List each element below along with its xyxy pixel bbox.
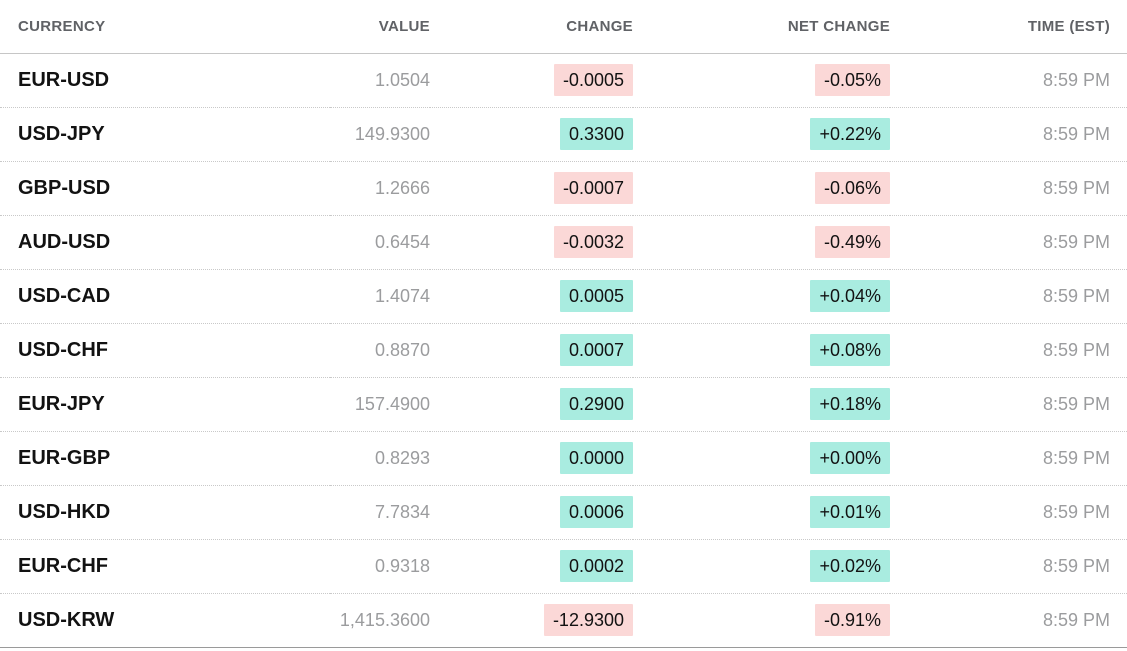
currency-row: USD-JPY 149.9300 0.3300 +0.22% 8:59 PM bbox=[0, 107, 1127, 162]
header-row: CURRENCY VALUE CHANGE NET CHANGE TIME (E… bbox=[0, 0, 1127, 54]
currency-row: EUR-CHF 0.9318 0.0002 +0.02% 8:59 PM bbox=[0, 539, 1127, 594]
currency-row: EUR-USD 1.0504 -0.0005 -0.05% 8:59 PM bbox=[0, 53, 1127, 108]
quote-time: 8:59 PM bbox=[890, 323, 1127, 378]
currency-value: 157.4900 bbox=[330, 377, 430, 432]
net-change-badge: +0.08% bbox=[810, 334, 890, 366]
net-change-badge: -0.06% bbox=[814, 172, 890, 204]
change-cell: 0.2900 bbox=[430, 377, 633, 432]
currency-value: 1.2666 bbox=[330, 161, 430, 216]
currency-value: 149.9300 bbox=[330, 107, 430, 162]
net-change-cell: +0.18% bbox=[633, 377, 890, 432]
currency-pair-ticker[interactable]: EUR-GBP bbox=[0, 431, 330, 486]
net-change-cell: +0.08% bbox=[633, 323, 890, 378]
currency-row: AUD-USD 0.6454 -0.0032 -0.49% 8:59 PM bbox=[0, 215, 1127, 270]
currency-pair-ticker[interactable]: USD-JPY bbox=[0, 107, 330, 162]
net-change-cell: -0.05% bbox=[633, 53, 890, 108]
column-header-value: VALUE bbox=[330, 0, 430, 54]
quote-time: 8:59 PM bbox=[890, 431, 1127, 486]
currency-row: EUR-JPY 157.4900 0.2900 +0.18% 8:59 PM bbox=[0, 377, 1127, 432]
net-change-cell: +0.02% bbox=[633, 539, 890, 594]
change-cell: 0.3300 bbox=[430, 107, 633, 162]
change-cell: -0.0032 bbox=[430, 215, 633, 270]
change-badge: 0.0002 bbox=[559, 550, 633, 582]
net-change-cell: +0.00% bbox=[633, 431, 890, 486]
currency-value: 0.9318 bbox=[330, 539, 430, 594]
net-change-badge: +0.01% bbox=[810, 496, 890, 528]
net-change-cell: -0.06% bbox=[633, 161, 890, 216]
change-cell: 0.0006 bbox=[430, 485, 633, 540]
change-badge: 0.0005 bbox=[559, 280, 633, 312]
table-header: CURRENCY VALUE CHANGE NET CHANGE TIME (E… bbox=[0, 0, 1127, 54]
change-cell: -0.0007 bbox=[430, 161, 633, 216]
change-cell: -12.9300 bbox=[430, 593, 633, 648]
currency-row: GBP-USD 1.2666 -0.0007 -0.06% 8:59 PM bbox=[0, 161, 1127, 216]
quote-time: 8:59 PM bbox=[890, 539, 1127, 594]
change-badge: 0.0007 bbox=[559, 334, 633, 366]
currency-value: 1,415.3600 bbox=[330, 593, 430, 648]
column-header-currency: CURRENCY bbox=[0, 0, 330, 54]
currency-row: EUR-GBP 0.8293 0.0000 +0.00% 8:59 PM bbox=[0, 431, 1127, 486]
currency-pair-ticker[interactable]: GBP-USD bbox=[0, 161, 330, 216]
currency-row: USD-CHF 0.8870 0.0007 +0.08% 8:59 PM bbox=[0, 323, 1127, 378]
net-change-badge: +0.18% bbox=[810, 388, 890, 420]
net-change-badge: +0.00% bbox=[810, 442, 890, 474]
quote-time: 8:59 PM bbox=[890, 107, 1127, 162]
change-badge: -12.9300 bbox=[543, 604, 633, 636]
column-header-change: CHANGE bbox=[430, 0, 633, 54]
net-change-badge: +0.22% bbox=[810, 118, 890, 150]
column-header-net-change: NET CHANGE bbox=[633, 0, 890, 54]
currency-value: 1.0504 bbox=[330, 53, 430, 108]
change-cell: 0.0000 bbox=[430, 431, 633, 486]
change-badge: 0.0000 bbox=[559, 442, 633, 474]
quote-time: 8:59 PM bbox=[890, 377, 1127, 432]
net-change-badge: -0.49% bbox=[814, 226, 890, 258]
currency-value: 0.8293 bbox=[330, 431, 430, 486]
currency-value: 0.8870 bbox=[330, 323, 430, 378]
net-change-badge: +0.04% bbox=[810, 280, 890, 312]
currency-value: 7.7834 bbox=[330, 485, 430, 540]
change-badge: 0.0006 bbox=[559, 496, 633, 528]
quote-time: 8:59 PM bbox=[890, 485, 1127, 540]
currency-pair-ticker[interactable]: EUR-JPY bbox=[0, 377, 330, 432]
net-change-cell: +0.22% bbox=[633, 107, 890, 162]
net-change-cell: +0.04% bbox=[633, 269, 890, 324]
change-cell: 0.0007 bbox=[430, 323, 633, 378]
change-cell: -0.0005 bbox=[430, 53, 633, 108]
quote-time: 8:59 PM bbox=[890, 593, 1127, 648]
currency-row: USD-HKD 7.7834 0.0006 +0.01% 8:59 PM bbox=[0, 485, 1127, 540]
change-badge: -0.0005 bbox=[553, 64, 633, 96]
currency-pair-ticker[interactable]: USD-CHF bbox=[0, 323, 330, 378]
currency-value: 1.4074 bbox=[330, 269, 430, 324]
currency-table-body: EUR-USD 1.0504 -0.0005 -0.05% 8:59 PM US… bbox=[0, 53, 1127, 648]
quote-time: 8:59 PM bbox=[890, 269, 1127, 324]
currency-pair-ticker[interactable]: USD-KRW bbox=[0, 593, 330, 648]
change-cell: 0.0002 bbox=[430, 539, 633, 594]
change-badge: 0.2900 bbox=[559, 388, 633, 420]
quote-time: 8:59 PM bbox=[890, 161, 1127, 216]
currency-pair-ticker[interactable]: USD-CAD bbox=[0, 269, 330, 324]
net-change-badge: +0.02% bbox=[810, 550, 890, 582]
change-cell: 0.0005 bbox=[430, 269, 633, 324]
change-badge: -0.0032 bbox=[553, 226, 633, 258]
quote-time: 8:59 PM bbox=[890, 53, 1127, 108]
change-badge: 0.3300 bbox=[559, 118, 633, 150]
currency-pair-ticker[interactable]: EUR-CHF bbox=[0, 539, 330, 594]
currency-pair-ticker[interactable]: USD-HKD bbox=[0, 485, 330, 540]
currency-value: 0.6454 bbox=[330, 215, 430, 270]
currency-pair-ticker[interactable]: EUR-USD bbox=[0, 53, 330, 108]
currency-row: USD-KRW 1,415.3600 -12.9300 -0.91% 8:59 … bbox=[0, 593, 1127, 648]
net-change-badge: -0.91% bbox=[814, 604, 890, 636]
net-change-cell: -0.91% bbox=[633, 593, 890, 648]
currency-row: USD-CAD 1.4074 0.0005 +0.04% 8:59 PM bbox=[0, 269, 1127, 324]
change-badge: -0.0007 bbox=[553, 172, 633, 204]
net-change-badge: -0.05% bbox=[814, 64, 890, 96]
net-change-cell: -0.49% bbox=[633, 215, 890, 270]
quote-time: 8:59 PM bbox=[890, 215, 1127, 270]
column-header-time-est: TIME (EST) bbox=[890, 0, 1127, 54]
net-change-cell: +0.01% bbox=[633, 485, 890, 540]
currency-pair-ticker[interactable]: AUD-USD bbox=[0, 215, 330, 270]
